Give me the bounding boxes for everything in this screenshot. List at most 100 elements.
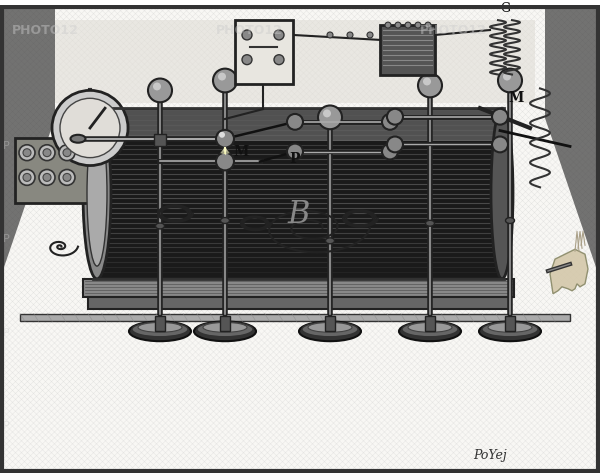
Bar: [220, 316, 230, 331]
Circle shape: [216, 153, 234, 170]
Circle shape: [43, 149, 51, 157]
Circle shape: [423, 78, 431, 86]
Circle shape: [395, 22, 401, 28]
Ellipse shape: [203, 323, 247, 333]
Circle shape: [347, 32, 353, 38]
Circle shape: [405, 22, 411, 28]
Text: P: P: [3, 140, 10, 150]
Circle shape: [415, 22, 421, 28]
Bar: [55, 20, 535, 103]
Circle shape: [385, 22, 391, 28]
Circle shape: [63, 174, 71, 181]
Ellipse shape: [479, 322, 541, 341]
Text: G: G: [500, 2, 510, 15]
Circle shape: [39, 145, 55, 161]
Bar: [425, 316, 435, 331]
Ellipse shape: [87, 121, 107, 266]
Text: M: M: [233, 145, 248, 158]
Text: P: P: [290, 152, 300, 166]
Polygon shape: [545, 5, 600, 279]
Text: PHOTO12: PHOTO12: [216, 24, 283, 37]
Ellipse shape: [299, 322, 361, 341]
Circle shape: [318, 105, 342, 129]
Circle shape: [387, 137, 403, 152]
Circle shape: [63, 149, 71, 157]
Ellipse shape: [197, 322, 253, 337]
Circle shape: [23, 174, 31, 181]
Circle shape: [148, 79, 172, 102]
Ellipse shape: [83, 108, 111, 279]
Circle shape: [39, 169, 55, 185]
Circle shape: [274, 55, 284, 65]
Circle shape: [242, 30, 252, 40]
Circle shape: [218, 72, 226, 80]
Circle shape: [323, 109, 331, 117]
Ellipse shape: [399, 322, 461, 341]
Circle shape: [382, 144, 398, 159]
Bar: [83, 279, 514, 297]
Ellipse shape: [408, 323, 452, 333]
Ellipse shape: [491, 108, 513, 279]
Circle shape: [274, 30, 284, 40]
Circle shape: [219, 132, 225, 138]
Bar: [88, 297, 509, 308]
Ellipse shape: [221, 218, 229, 224]
Ellipse shape: [425, 220, 434, 226]
Text: P: P: [3, 234, 10, 244]
Circle shape: [327, 32, 333, 38]
Circle shape: [492, 109, 508, 125]
Ellipse shape: [155, 223, 164, 229]
Bar: [155, 316, 165, 331]
Bar: [380, 25, 435, 75]
Ellipse shape: [488, 323, 532, 333]
Circle shape: [19, 145, 35, 161]
Circle shape: [60, 98, 120, 158]
Circle shape: [52, 90, 128, 166]
Polygon shape: [550, 249, 588, 294]
Circle shape: [216, 130, 234, 148]
Bar: [505, 316, 515, 331]
Ellipse shape: [308, 323, 352, 333]
Circle shape: [425, 22, 431, 28]
Ellipse shape: [302, 322, 358, 337]
Bar: [235, 20, 293, 84]
Ellipse shape: [129, 322, 191, 341]
Circle shape: [503, 72, 511, 80]
Ellipse shape: [132, 322, 188, 337]
Ellipse shape: [325, 238, 335, 244]
Bar: [95, 110, 502, 141]
Circle shape: [213, 69, 237, 92]
Text: PHOTO12: PHOTO12: [420, 24, 487, 37]
Text: M: M: [508, 91, 523, 105]
Circle shape: [19, 169, 35, 185]
Bar: [325, 316, 335, 331]
Circle shape: [59, 145, 75, 161]
Circle shape: [59, 169, 75, 185]
Circle shape: [242, 55, 252, 65]
Text: PHOTO12: PHOTO12: [12, 24, 79, 37]
Bar: [93, 108, 504, 279]
Circle shape: [367, 32, 373, 38]
Text: P: P: [3, 421, 10, 431]
Ellipse shape: [71, 135, 86, 143]
Circle shape: [287, 114, 303, 130]
Text: B: B: [287, 199, 310, 229]
Circle shape: [382, 114, 398, 130]
Circle shape: [498, 69, 522, 92]
Circle shape: [387, 109, 403, 125]
Ellipse shape: [482, 322, 538, 337]
Ellipse shape: [138, 323, 182, 333]
Circle shape: [287, 144, 303, 159]
Circle shape: [23, 149, 31, 157]
Bar: [154, 134, 166, 146]
Text: P: P: [3, 328, 10, 338]
Circle shape: [492, 137, 508, 152]
Text: PoYej: PoYej: [473, 449, 507, 462]
Bar: [15, 138, 90, 203]
Bar: [20, 314, 570, 322]
Circle shape: [418, 74, 442, 97]
Circle shape: [153, 82, 161, 90]
Circle shape: [43, 174, 51, 181]
Ellipse shape: [402, 322, 458, 337]
Ellipse shape: [194, 322, 256, 341]
